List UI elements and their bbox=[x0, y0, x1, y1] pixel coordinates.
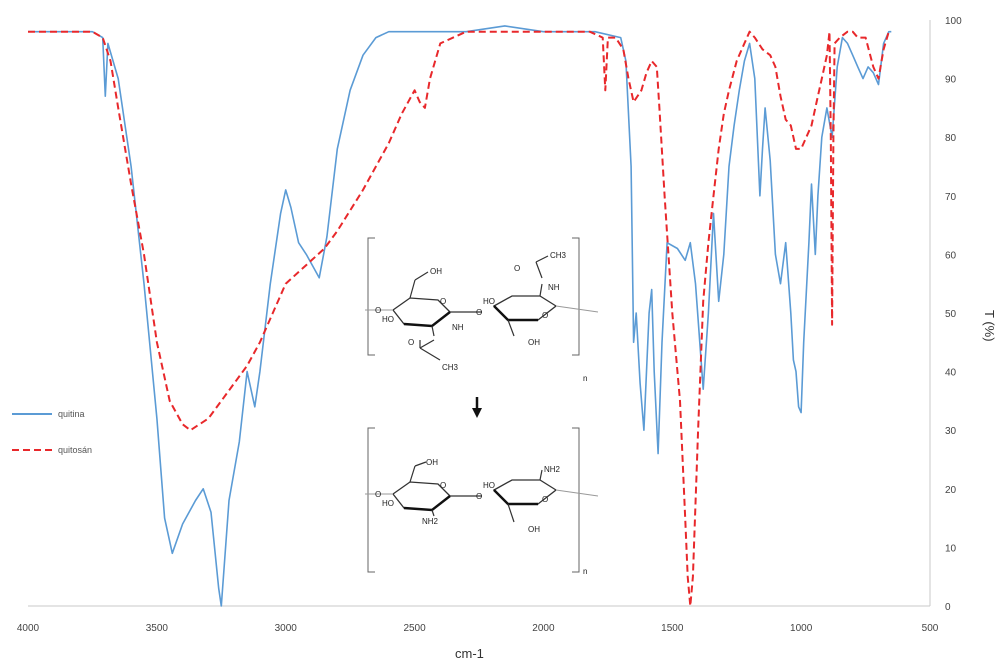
chitosan-oh-top: OH bbox=[426, 458, 438, 467]
chitin-acetyl-2 bbox=[535, 261, 543, 279]
y-tick-label: 10 bbox=[945, 543, 957, 554]
chitin-ch3-1: CH3 bbox=[442, 363, 459, 372]
chitosan-ring-1-bold bbox=[403, 495, 451, 512]
chitosan-o-ring-2: O bbox=[542, 495, 548, 504]
chitosan-nh2-2: NH2 bbox=[544, 465, 561, 474]
chitosan-link-right bbox=[555, 489, 599, 497]
y-axis-title: T (%) bbox=[982, 310, 997, 342]
chitin-ring-2-bold bbox=[493, 305, 538, 322]
chitosan-bracket-right bbox=[572, 427, 580, 573]
x-tick-labels: 4000 3500 3000 2500 2000 1500 1000 500 bbox=[17, 623, 939, 634]
chitosan-ch2oh-1 bbox=[414, 461, 427, 467]
x-tick-label: 4000 bbox=[17, 623, 40, 634]
chitosan-ch2-2 bbox=[507, 503, 515, 523]
chitosan-ring-2-bold bbox=[493, 489, 538, 506]
chitin-o-glyco: O bbox=[476, 308, 482, 317]
chemical-structure-inset: OH OH NH NH HO HO O O O O O O CH3 CH3 n bbox=[365, 237, 599, 576]
y-tick-label: 70 bbox=[945, 192, 957, 203]
chitin-ch2-2 bbox=[507, 319, 515, 337]
chitin-nh-2: NH bbox=[548, 283, 560, 292]
legend: quitina quitosán bbox=[12, 409, 92, 455]
y-tick-labels: 0 10 20 30 40 50 60 70 80 90 100 bbox=[945, 16, 962, 613]
chitin-bracket-left bbox=[367, 237, 375, 356]
chitosan-o-ring-1: O bbox=[440, 481, 446, 490]
series-line-quitina bbox=[28, 25, 892, 607]
chitosan-o-glyco: O bbox=[476, 492, 482, 501]
reaction-arrow-head bbox=[472, 408, 482, 418]
y-tick-label: 60 bbox=[945, 250, 957, 261]
y-tick-label: 20 bbox=[945, 485, 957, 496]
chitin-nh-bond-2 bbox=[539, 283, 543, 297]
chitosan-ho-1: HO bbox=[382, 499, 394, 508]
chitin-ho-2: HO bbox=[483, 297, 495, 306]
chitosan-nh2-bond-2 bbox=[539, 469, 543, 481]
chitosan-ch2-1 bbox=[409, 465, 416, 483]
y-tick-label: 0 bbox=[945, 602, 951, 613]
chitosan-repeat-n: n bbox=[583, 567, 587, 576]
chitin-o-acetyl-2: O bbox=[514, 264, 520, 273]
chitin-oh-top: OH bbox=[430, 267, 442, 276]
chitosan-o-1: O bbox=[375, 490, 381, 499]
legend-label-quitosan: quitosán bbox=[58, 445, 92, 455]
chitosan-nh2-bond-1 bbox=[431, 509, 435, 517]
chitosan-ho-2: HO bbox=[483, 481, 495, 490]
x-axis-title: cm-1 bbox=[455, 646, 484, 661]
x-tick-label: 2500 bbox=[403, 623, 426, 634]
y-tick-label: 100 bbox=[945, 16, 962, 27]
x-tick-label: 500 bbox=[922, 623, 939, 634]
chitin-nh-bond bbox=[431, 325, 435, 337]
chitin-o-ring-1: O bbox=[440, 297, 446, 306]
chitin-acetyl-1c bbox=[419, 347, 441, 361]
y-tick-label: 40 bbox=[945, 368, 957, 379]
series-line-quitosan bbox=[28, 30, 892, 607]
legend-label-quitina: quitina bbox=[58, 409, 85, 419]
chitin-ch2oh-1 bbox=[414, 271, 429, 281]
chitin-link-right bbox=[555, 305, 599, 313]
chitin-oh-bottom: OH bbox=[528, 338, 540, 347]
series-layer bbox=[28, 25, 892, 607]
chitin-bracket-right bbox=[572, 237, 580, 356]
chitin-o-ring-2: O bbox=[542, 311, 548, 320]
x-tick-label: 1000 bbox=[790, 623, 813, 634]
chitin-acetyl-2b bbox=[535, 255, 549, 263]
chitin-ring-1-bold bbox=[403, 311, 451, 328]
chitin-o-1: O bbox=[375, 306, 381, 315]
chitosan-nh2-1: NH2 bbox=[422, 517, 439, 526]
y-tick-label: 30 bbox=[945, 426, 957, 437]
x-tick-label: 3500 bbox=[146, 623, 169, 634]
chitin-ho-1: HO bbox=[382, 315, 394, 324]
chitin-acetyl-1 bbox=[419, 339, 435, 349]
y-tick-label: 80 bbox=[945, 133, 957, 144]
chitin-o-acetyl-1: O bbox=[408, 338, 414, 347]
chitosan-oh-bottom: OH bbox=[528, 525, 540, 534]
chitosan-bracket-left bbox=[367, 427, 375, 573]
chitin-nh-1: NH bbox=[452, 323, 464, 332]
chitin-ch2-1 bbox=[409, 279, 416, 299]
chitin-repeat-n: n bbox=[583, 374, 587, 383]
x-tick-label: 2000 bbox=[532, 623, 555, 634]
y-tick-label: 90 bbox=[945, 75, 957, 86]
axis-layer bbox=[28, 20, 931, 607]
y-tick-label: 50 bbox=[945, 309, 957, 320]
x-tick-label: 1500 bbox=[661, 623, 684, 634]
x-tick-label: 3000 bbox=[275, 623, 298, 634]
chitin-ch3-2: CH3 bbox=[550, 251, 567, 260]
